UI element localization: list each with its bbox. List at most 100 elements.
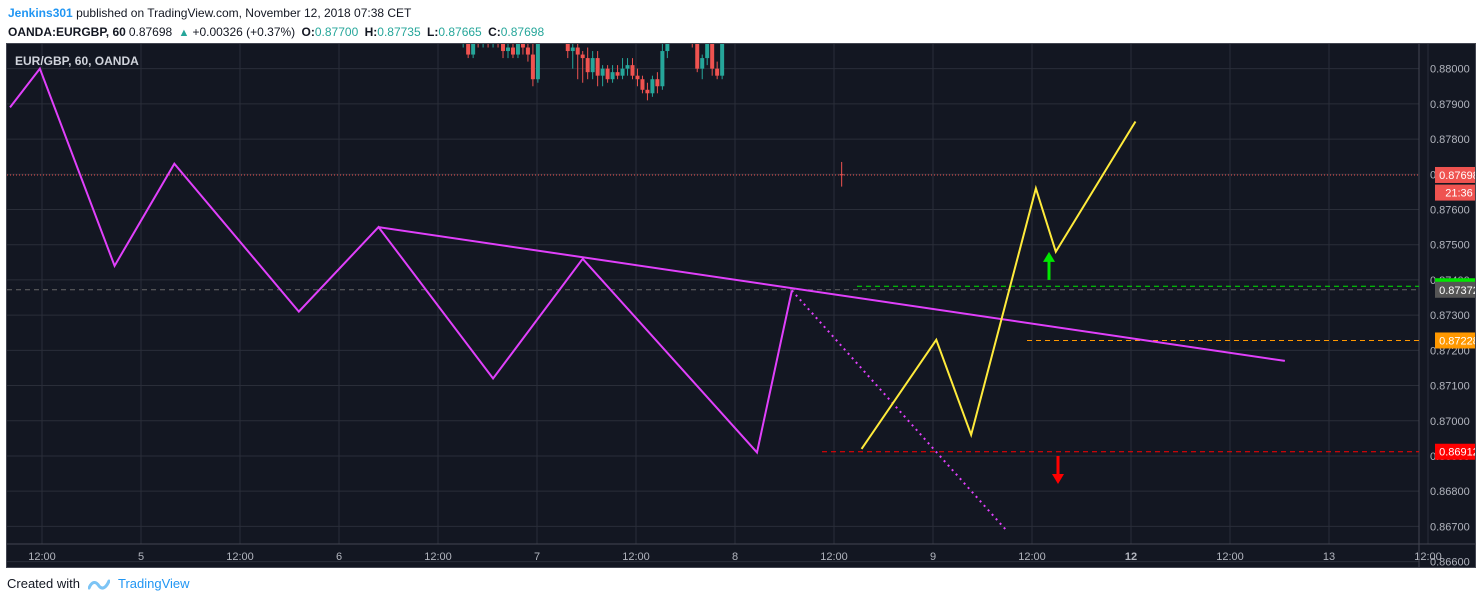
open-label: O: — [301, 25, 315, 39]
symbol-info-row: OANDA:EURGBP, 60 0.87698 ▲ +0.00326 (+0.37… — [8, 23, 547, 43]
price-axis-tick: 0.87300 — [1430, 310, 1470, 322]
candle-body — [595, 58, 600, 76]
footer: Created with TradingView — [7, 576, 190, 591]
time-axis-tick: 12:00 — [226, 551, 254, 563]
price-label-box — [1435, 166, 1475, 183]
time-axis-tick: 12:00 — [424, 551, 452, 563]
candle-body — [520, 44, 525, 48]
price-axis-tick: 0.87500 — [1430, 240, 1470, 252]
candle-body — [605, 68, 610, 80]
candle-body — [590, 58, 595, 73]
symbol-text: OANDA:EURGBP, 60 — [8, 25, 126, 39]
price-label-level: 0.86912 — [1439, 447, 1475, 459]
last-price: 0.87698 — [128, 25, 173, 39]
price-chart[interactable]: 0.880000.879000.878000.877000.876000.875… — [7, 44, 1475, 567]
time-axis-tick: 12:00 — [622, 551, 650, 563]
candle-body — [695, 44, 700, 69]
candle-body — [625, 65, 630, 69]
candle-body — [525, 47, 530, 55]
chart-symbol-label: EUR/GBP, 60, OANDA — [15, 54, 139, 68]
price-axis-tick: 0.88000 — [1430, 64, 1470, 76]
candle-body — [471, 44, 476, 55]
projection-dotted-line — [791, 289, 1007, 531]
candle-body — [530, 54, 535, 80]
publish-header: Jenkins301 published on TradingView.com,… — [8, 4, 547, 43]
time-axis-tick: 6 — [336, 551, 342, 563]
price-label-level: 0.87372 — [1439, 285, 1475, 297]
close-label: C: — [488, 25, 501, 39]
candle-body — [466, 44, 471, 55]
candle-body — [655, 79, 660, 87]
candle-body — [700, 58, 705, 69]
candle-body — [710, 44, 715, 69]
time-axis-tick: 7 — [534, 551, 540, 563]
candle-body — [565, 44, 570, 52]
candle-body — [620, 68, 625, 76]
price-axis-tick: 0.87600 — [1430, 204, 1470, 216]
candle-body — [570, 47, 575, 52]
candle-body — [630, 65, 635, 76]
tradingview-brand-link[interactable]: TradingView — [117, 576, 190, 591]
candle-body — [635, 75, 640, 80]
price-label-countdown: 21:36 — [1445, 188, 1473, 200]
high-label: H: — [364, 25, 378, 39]
low-label: L: — [427, 25, 439, 39]
candle-body — [510, 47, 515, 55]
price-label-box — [1435, 281, 1475, 298]
candle-body — [501, 44, 506, 52]
candle-body — [615, 72, 620, 76]
price-label-box — [1435, 184, 1475, 201]
candle-body — [515, 44, 520, 55]
price-label-level: 0.87228 — [1439, 335, 1475, 347]
time-axis-tick: 9 — [930, 551, 936, 563]
change-value: +0.00326 (+0.37%) — [192, 25, 296, 39]
price-axis-tick: 0.86600 — [1430, 557, 1470, 567]
candle-body — [650, 79, 655, 94]
candle-body — [506, 47, 510, 52]
candle-body — [585, 58, 590, 73]
chart-panel[interactable]: 0.880000.879000.878000.877000.876000.875… — [6, 43, 1476, 568]
price-axis-tick: 0.87000 — [1430, 416, 1470, 428]
time-axis-tick: 8 — [732, 551, 738, 563]
time-axis-tick: 12:00 — [820, 551, 848, 563]
descending-trendline — [378, 226, 1286, 362]
candle-body — [720, 44, 725, 76]
candle-body — [535, 44, 540, 80]
time-axis-tick: 12:00 — [1216, 551, 1244, 563]
tradingview-logo-icon — [87, 579, 110, 590]
time-axis-tick: 13 — [1323, 551, 1335, 563]
candle-body — [839, 174, 844, 176]
high-value: 0.87735 — [377, 25, 421, 39]
price-label-last: 0.87698 — [1439, 170, 1475, 182]
publish-info: Jenkins301 published on TradingView.com,… — [8, 4, 547, 23]
price-axis-tick: 0.86700 — [1430, 521, 1470, 533]
price-label-box — [1435, 443, 1475, 460]
time-axis-tick: 12:00 — [1018, 551, 1046, 563]
candle-body — [580, 54, 585, 59]
price-axis-tick: 0.87900 — [1430, 99, 1470, 111]
time-axis-tick: 5 — [138, 551, 144, 563]
bullish-arrow-icon — [1043, 251, 1055, 262]
published-text: published on TradingView.com, November 1… — [76, 6, 412, 20]
price-axis-tick: 0.86800 — [1430, 486, 1470, 498]
candle-body — [575, 47, 580, 55]
price-axis-tick: 0.87800 — [1430, 134, 1470, 146]
price-label-box — [1435, 332, 1475, 349]
candle-body — [600, 68, 605, 76]
candle-body — [640, 79, 645, 90]
price-axis-tick: 0.87100 — [1430, 381, 1470, 393]
candle-body — [665, 44, 670, 52]
time-axis-tick: 12 — [1125, 551, 1137, 563]
zigzag-pattern-line — [9, 66, 793, 455]
time-axis-tick: 12:00 — [28, 551, 56, 563]
bearish-arrow-icon — [1052, 473, 1064, 484]
time-axis-tick: 12:00 — [1414, 551, 1442, 563]
author-link[interactable]: Jenkins301 — [8, 6, 73, 20]
candle-body — [705, 44, 710, 59]
open-value: 0.87700 — [314, 25, 359, 39]
candle-body — [645, 89, 650, 94]
change-up-icon: ▲ — [178, 27, 190, 39]
candle-body — [715, 68, 720, 76]
close-value: 0.87698 — [500, 25, 545, 39]
candle-body — [610, 72, 615, 80]
